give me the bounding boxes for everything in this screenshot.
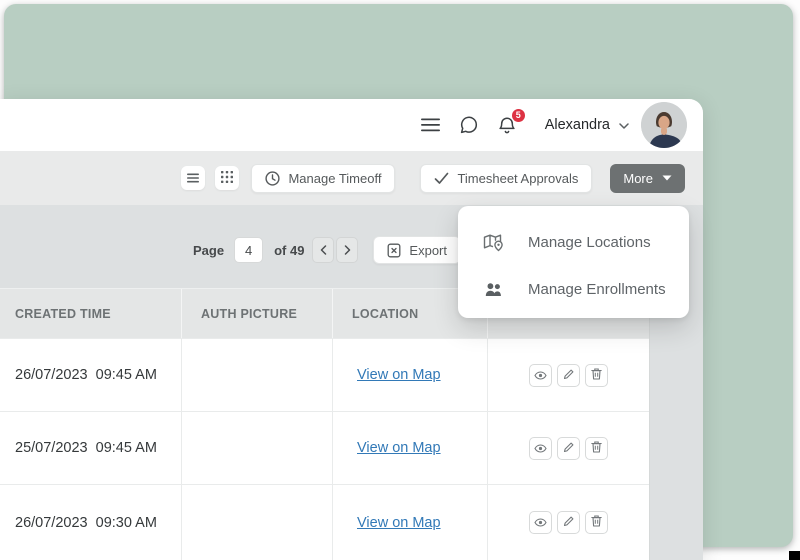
trash-icon <box>591 367 602 383</box>
delete-button[interactable] <box>585 436 608 460</box>
chevron-down-icon <box>619 116 629 134</box>
view-on-map-link[interactable]: View on Map <box>357 514 441 531</box>
pencil-icon <box>563 441 574 456</box>
export-file-icon <box>387 243 401 258</box>
delete-button[interactable] <box>585 511 608 534</box>
location-cell: View on Map <box>332 412 487 484</box>
more-dropdown-menu: Manage Locations Manage Enrollments <box>458 206 689 318</box>
menu-item-label: Manage Locations <box>528 234 651 251</box>
created-time-cell: 26/07/2023 09:45 AM <box>15 367 157 383</box>
chat-icon[interactable] <box>457 113 481 137</box>
screenshot-artifact <box>789 551 800 560</box>
user-menu[interactable]: Alexandra <box>545 116 629 134</box>
header-location: LOCATION <box>332 289 487 338</box>
page-of-label: of 49 <box>274 242 305 258</box>
avatar[interactable] <box>641 102 687 148</box>
eye-icon <box>534 515 547 530</box>
pencil-icon <box>563 368 574 383</box>
app-window: 5 Alexandra <box>0 99 703 560</box>
table-row: 25/07/2023 09:45 AM View on Map <box>0 411 649 484</box>
topbar: 5 Alexandra <box>0 99 703 151</box>
list-view-icon <box>187 171 200 186</box>
people-icon <box>482 282 506 297</box>
trash-icon <box>591 440 602 456</box>
next-page-button[interactable] <box>336 237 359 263</box>
menu-item-label: Manage Enrollments <box>528 281 666 298</box>
auth-picture-cell <box>181 339 332 411</box>
eye-icon <box>534 441 547 456</box>
grid-view-button[interactable] <box>215 166 240 190</box>
check-icon <box>434 172 449 185</box>
pencil-icon <box>563 515 574 530</box>
manage-timeoff-label: Manage Timeoff <box>288 170 382 186</box>
hamburger-menu-icon[interactable] <box>419 113 443 137</box>
chevron-left-icon <box>320 243 327 258</box>
table-row: 26/07/2023 09:45 AM View on Map <box>0 338 649 411</box>
created-time-cell: 26/07/2023 09:30 AM <box>15 514 157 531</box>
auth-picture-cell <box>181 485 332 560</box>
actions-cell <box>487 412 649 484</box>
actions-cell <box>487 485 649 560</box>
timesheet-approvals-label: Timesheet Approvals <box>457 170 579 186</box>
menu-item-manage-locations[interactable]: Manage Locations <box>458 219 689 266</box>
timesheet-approvals-button[interactable]: Timesheet Approvals <box>420 163 593 193</box>
view-on-map-link[interactable]: View on Map <box>357 367 441 383</box>
chevron-right-icon <box>344 243 351 258</box>
notifications-bell-icon[interactable]: 5 <box>495 109 525 137</box>
delete-button[interactable] <box>585 363 608 387</box>
grid-view-icon <box>221 170 234 186</box>
clock-icon <box>265 170 281 186</box>
view-button[interactable] <box>529 511 552 534</box>
caret-down-icon <box>662 175 672 181</box>
export-button[interactable]: Export <box>373 236 461 264</box>
table-row: 26/07/2023 09:30 AM View on Map <box>0 484 649 560</box>
more-button[interactable]: More <box>610 163 685 193</box>
toolbar: Manage Timeoff Timesheet Approvals More <box>0 151 703 205</box>
auth-picture-cell <box>181 412 332 484</box>
header-created-time: CREATED TIME <box>15 306 111 321</box>
view-button[interactable] <box>529 436 552 460</box>
location-cell: View on Map <box>332 485 487 560</box>
edit-button[interactable] <box>557 436 580 460</box>
actions-cell <box>487 339 649 411</box>
page-label: Page <box>193 242 225 258</box>
user-name: Alexandra <box>544 117 610 133</box>
trash-icon <box>591 515 602 530</box>
list-view-button[interactable] <box>181 166 206 190</box>
edit-button[interactable] <box>557 511 580 534</box>
created-time-cell: 25/07/2023 09:45 AM <box>15 440 157 456</box>
notification-badge: 5 <box>511 109 525 122</box>
export-label: Export <box>409 242 447 258</box>
more-label: More <box>623 170 653 186</box>
view-button[interactable] <box>529 363 552 387</box>
view-on-map-link[interactable]: View on Map <box>357 440 441 456</box>
menu-item-manage-enrollments[interactable]: Manage Enrollments <box>458 266 689 313</box>
manage-timeoff-button[interactable]: Manage Timeoff <box>251 163 396 193</box>
records-table: CREATED TIME AUTH PICTURE LOCATION 26/07… <box>0 288 650 560</box>
eye-icon <box>534 368 547 383</box>
edit-button[interactable] <box>557 363 580 387</box>
header-auth-picture: AUTH PICTURE <box>181 289 332 338</box>
map-location-icon <box>482 233 506 253</box>
location-cell: View on Map <box>332 339 487 411</box>
page-number-input[interactable] <box>234 237 264 263</box>
previous-page-button[interactable] <box>312 237 335 263</box>
